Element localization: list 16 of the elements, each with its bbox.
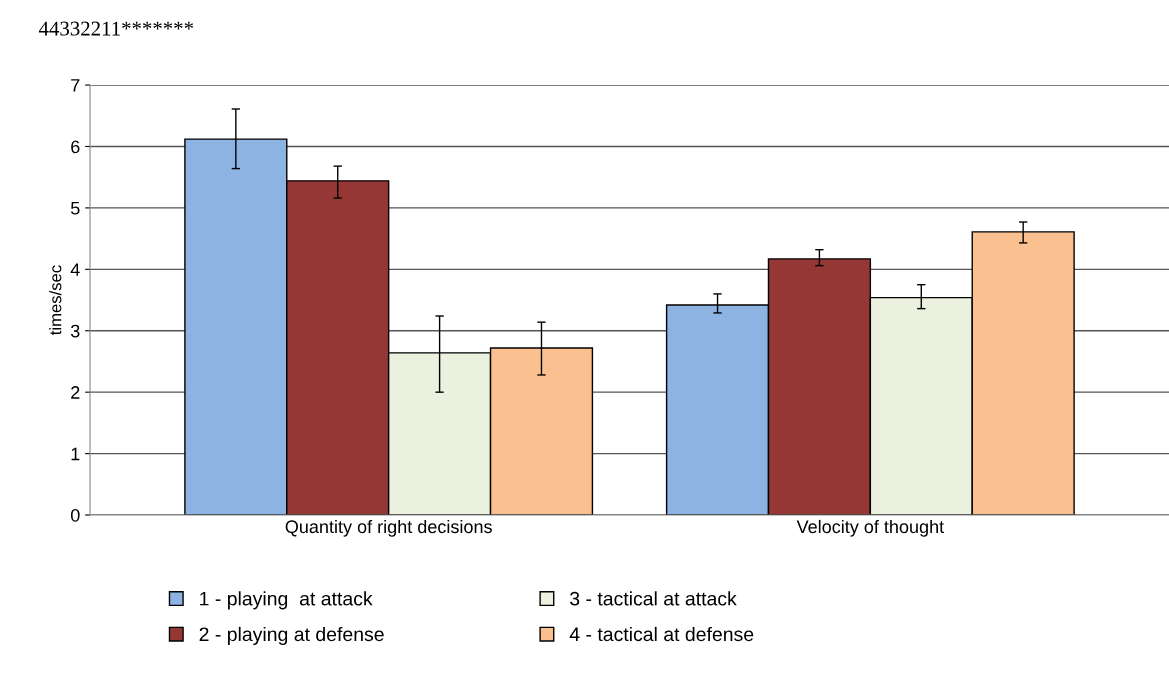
legend-label: 2 - playing at defense xyxy=(199,626,384,645)
y-tick-label: 2 xyxy=(71,386,80,399)
y-tick-label: 0 xyxy=(70,508,80,522)
chart-title: 44332211******* xyxy=(38,21,194,36)
legend-label: 3 - tactical at attack xyxy=(570,591,737,606)
y-tick-label: 5 xyxy=(70,202,80,215)
y-tick-label: 6 xyxy=(71,140,80,154)
y-tick-label: 7 xyxy=(71,79,80,92)
legend-label: 1 - playing at attack xyxy=(200,591,373,610)
y-tick-label: 4 xyxy=(70,263,80,276)
y-axis-title: times/sec xyxy=(49,265,62,335)
legend-label: 4 - tactical at defense xyxy=(569,626,754,642)
x-tick-label: Quantity of right decisions xyxy=(285,519,492,537)
y-tick-label: 3 xyxy=(70,324,80,338)
y-tick-label: 1 xyxy=(71,447,80,461)
x-tick-label: Velocity of thought xyxy=(796,519,944,537)
